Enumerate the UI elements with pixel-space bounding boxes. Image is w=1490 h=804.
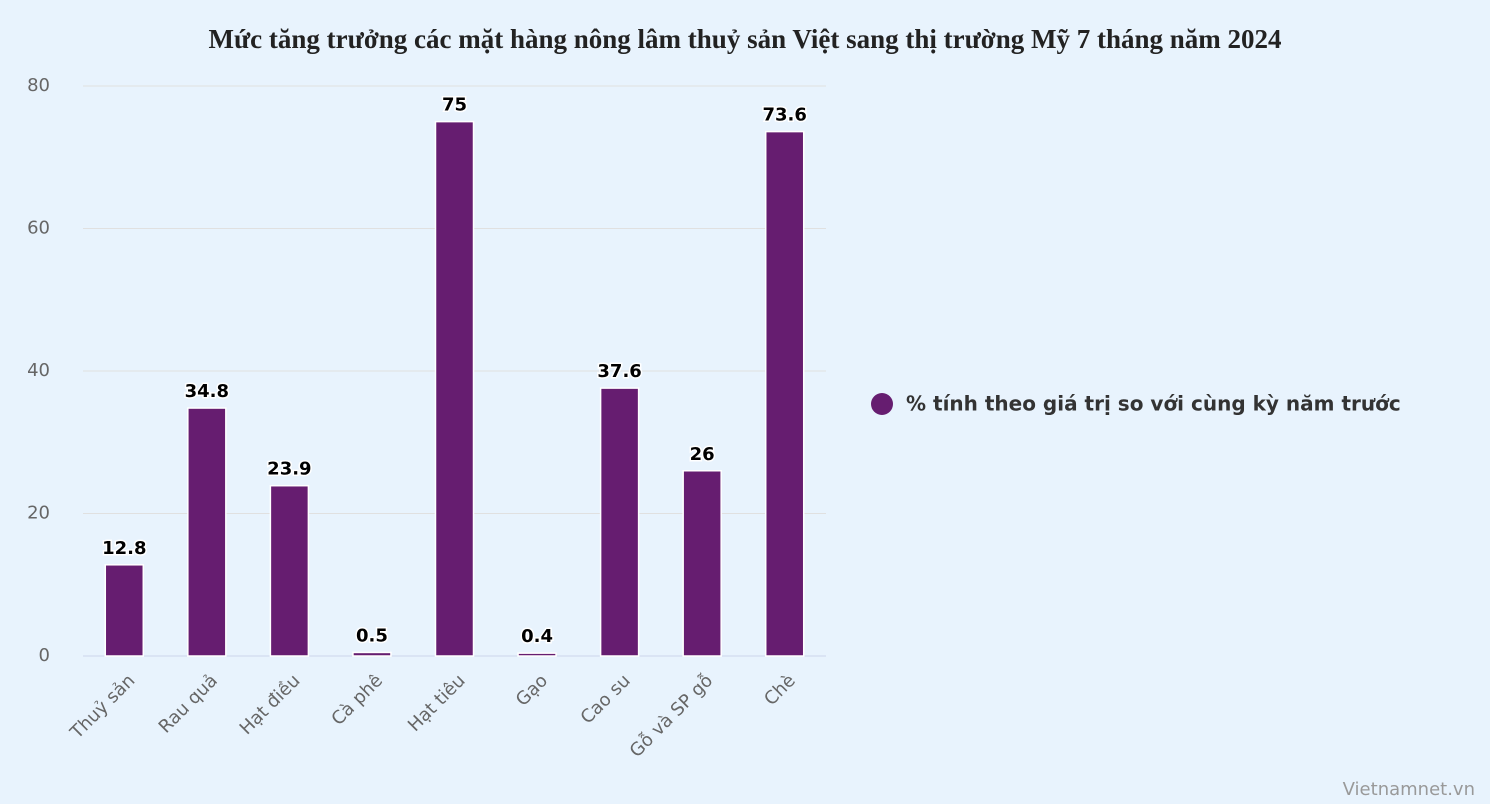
legend-marker: [871, 393, 893, 415]
bar: [104, 564, 145, 657]
bar: [434, 120, 475, 657]
bar: [682, 470, 722, 657]
value-label: 23.9: [267, 459, 311, 480]
y-tick-label: 80: [27, 75, 50, 96]
bar: [187, 407, 227, 657]
value-label: 34.8: [185, 381, 229, 402]
value-label: 12.8: [102, 538, 146, 559]
y-tick-label: 40: [27, 360, 50, 381]
value-label: 75: [442, 95, 467, 116]
y-tick-label: 60: [27, 218, 50, 239]
y-tick-label: 0: [39, 645, 50, 666]
bar: [764, 130, 805, 657]
credit: Vietnamnet.vn: [1343, 779, 1475, 800]
bar: [517, 652, 557, 657]
value-label: 0.4: [521, 626, 553, 647]
value-label: 73.6: [763, 105, 807, 126]
bar: [352, 651, 392, 657]
value-label: 0.5: [356, 625, 388, 646]
bar: [269, 484, 310, 657]
value-label: 26: [690, 444, 715, 465]
bar: [599, 387, 640, 657]
y-tick-label: 20: [27, 503, 50, 524]
legend-label: % tính theo giá trị so với cùng kỳ năm t…: [906, 392, 1401, 416]
chart-title: Mức tăng trưởng các mặt hàng nông lâm th…: [208, 24, 1281, 54]
value-label: 37.6: [597, 361, 641, 382]
